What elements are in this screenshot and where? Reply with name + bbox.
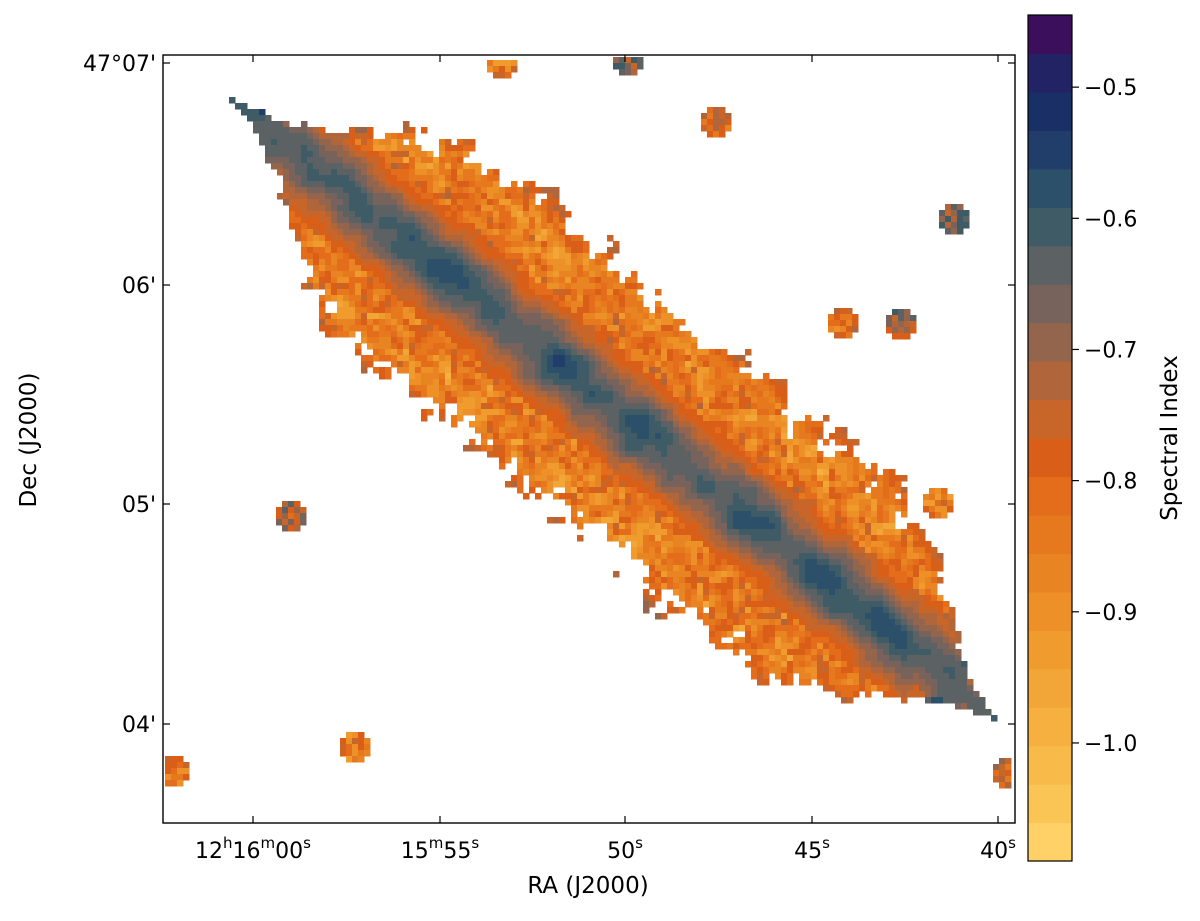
colorbar-tick-label: −1.0 xyxy=(1084,732,1137,757)
colorbar-tick-label: −0.9 xyxy=(1084,601,1137,626)
colorbar-band xyxy=(1028,246,1072,285)
x-axis-title: RA (J2000) xyxy=(527,873,648,899)
colorbar-title: Spectral Index xyxy=(1157,355,1183,521)
colorbar-band xyxy=(1028,323,1072,362)
y-tick-label: 06' xyxy=(122,274,156,299)
colorbar-band xyxy=(1028,823,1072,862)
colorbar-band xyxy=(1028,361,1072,400)
colorbar-band xyxy=(1028,92,1072,131)
colorbar-band xyxy=(1028,515,1072,554)
colorbar-band xyxy=(1028,400,1072,439)
colorbar-band xyxy=(1028,553,1072,592)
colorbar-tick-label: −0.5 xyxy=(1084,76,1137,101)
colorbar-tick-label: −0.8 xyxy=(1084,470,1137,495)
y-tick-label: 47°07' xyxy=(83,52,156,77)
colorbar-band xyxy=(1028,207,1072,246)
colorbar-band xyxy=(1028,630,1072,669)
colorbar-band xyxy=(1028,784,1072,823)
colorbar-tick-label: −0.7 xyxy=(1084,338,1137,363)
colorbar-band xyxy=(1028,53,1072,92)
colorbar-band xyxy=(1028,592,1072,631)
colorbar-band xyxy=(1028,476,1072,515)
y-tick-label: 05' xyxy=(122,493,156,518)
colorbar-band xyxy=(1028,746,1072,785)
x-tick-label: 12h16m00s xyxy=(195,834,311,864)
colorbar-band xyxy=(1028,284,1072,323)
y-axis-title: Dec (J2000) xyxy=(16,372,42,507)
colorbar-band xyxy=(1028,438,1072,477)
colorbar-tick-label: −0.6 xyxy=(1084,207,1137,232)
colorbar-band xyxy=(1028,15,1072,54)
colorbar-band xyxy=(1028,130,1072,169)
colorbar-band xyxy=(1028,669,1072,708)
colorbar-band xyxy=(1028,169,1072,208)
colorbar xyxy=(1028,15,1072,862)
y-tick-label: 04' xyxy=(122,713,156,738)
colorbar-band xyxy=(1028,707,1072,746)
